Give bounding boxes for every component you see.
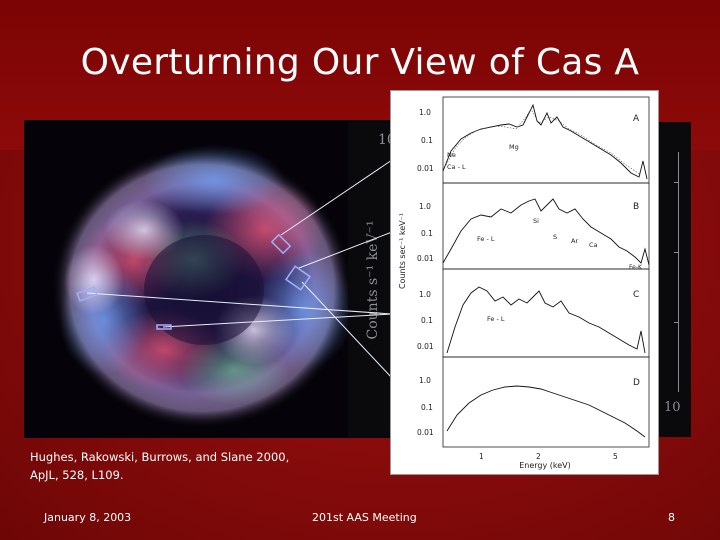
svg-text:0.1: 0.1: [421, 229, 433, 238]
background-axis-tick: [674, 182, 679, 183]
svg-text:D: D: [633, 378, 640, 388]
background-x-tick: 10: [664, 400, 681, 415]
svg-text:B: B: [633, 202, 639, 212]
svg-text:0.01: 0.01: [417, 164, 434, 173]
svg-text:Fe - L: Fe - L: [487, 315, 505, 323]
citation-line-1: Hughes, Rakowski, Burrows, and Slane 200…: [30, 450, 290, 464]
svg-text:0.01: 0.01: [417, 428, 434, 437]
svg-text:Ca - L: Ca - L: [447, 163, 466, 171]
spectra-x-axis-label: Energy (keV): [519, 461, 571, 470]
svg-text:Si: Si: [533, 217, 539, 225]
spectrum-panel-c: 1.0 0.1 0.01 C Fe - L: [417, 268, 650, 358]
spectrum-panel-b: 1.0 0.1 0.01 B Si S Ar Ca Fe - L Fe-K: [417, 182, 650, 271]
background-axis-tick: [674, 322, 679, 323]
svg-text:0.01: 0.01: [417, 342, 434, 351]
spectra-figure: Counts sec⁻¹ keV⁻¹ 1.0 0.1 0.01 A Ne Mg …: [390, 90, 659, 475]
citation-line-2: ApJL, 528, L109.: [30, 468, 124, 482]
svg-text:1: 1: [479, 452, 484, 461]
svg-text:S: S: [553, 233, 557, 241]
svg-text:Fe - L: Fe - L: [477, 235, 495, 243]
svg-text:1.0: 1.0: [419, 108, 431, 117]
cas-a-xray-image: [24, 120, 402, 438]
spectrum-panel-a: 1.0 0.1 0.01 A Ne Mg Ca - L: [417, 96, 650, 184]
spectra-y-axis-label: Counts sec⁻¹ keV⁻¹: [398, 213, 407, 289]
svg-text:0.1: 0.1: [421, 316, 433, 325]
svg-text:Ca: Ca: [589, 241, 598, 249]
citation: Hughes, Rakowski, Burrows, and Slane 200…: [30, 448, 350, 484]
svg-text:1.0: 1.0: [419, 376, 431, 385]
svg-text:A: A: [633, 114, 640, 124]
footer-meeting: 201st AAS Meeting: [312, 511, 417, 524]
slide-title: Overturning Our View of Cas A: [80, 42, 640, 83]
background-axis-line: [678, 152, 679, 392]
footer-page-number: 8: [668, 511, 675, 524]
svg-text:Mg: Mg: [509, 143, 519, 151]
svg-text:Ar: Ar: [571, 237, 578, 245]
svg-text:1.0: 1.0: [419, 290, 431, 299]
svg-text:C: C: [633, 290, 639, 300]
footer-date: January 8, 2003: [44, 511, 132, 524]
svg-text:0.1: 0.1: [421, 403, 433, 412]
svg-text:2: 2: [536, 452, 541, 461]
svg-text:5: 5: [613, 452, 618, 461]
background-y-axis-label: Counts s⁻¹ keV⁻¹: [365, 220, 381, 340]
svg-text:0.1: 0.1: [421, 136, 433, 145]
svg-text:0.01: 0.01: [417, 254, 434, 263]
svg-text:Fe-K: Fe-K: [629, 264, 643, 271]
svg-text:1.0: 1.0: [419, 202, 431, 211]
spectrum-panel-d: 1.0 0.1 0.01 D: [417, 356, 650, 448]
background-axis-tick: [674, 252, 679, 253]
svg-text:Ne: Ne: [447, 151, 456, 159]
